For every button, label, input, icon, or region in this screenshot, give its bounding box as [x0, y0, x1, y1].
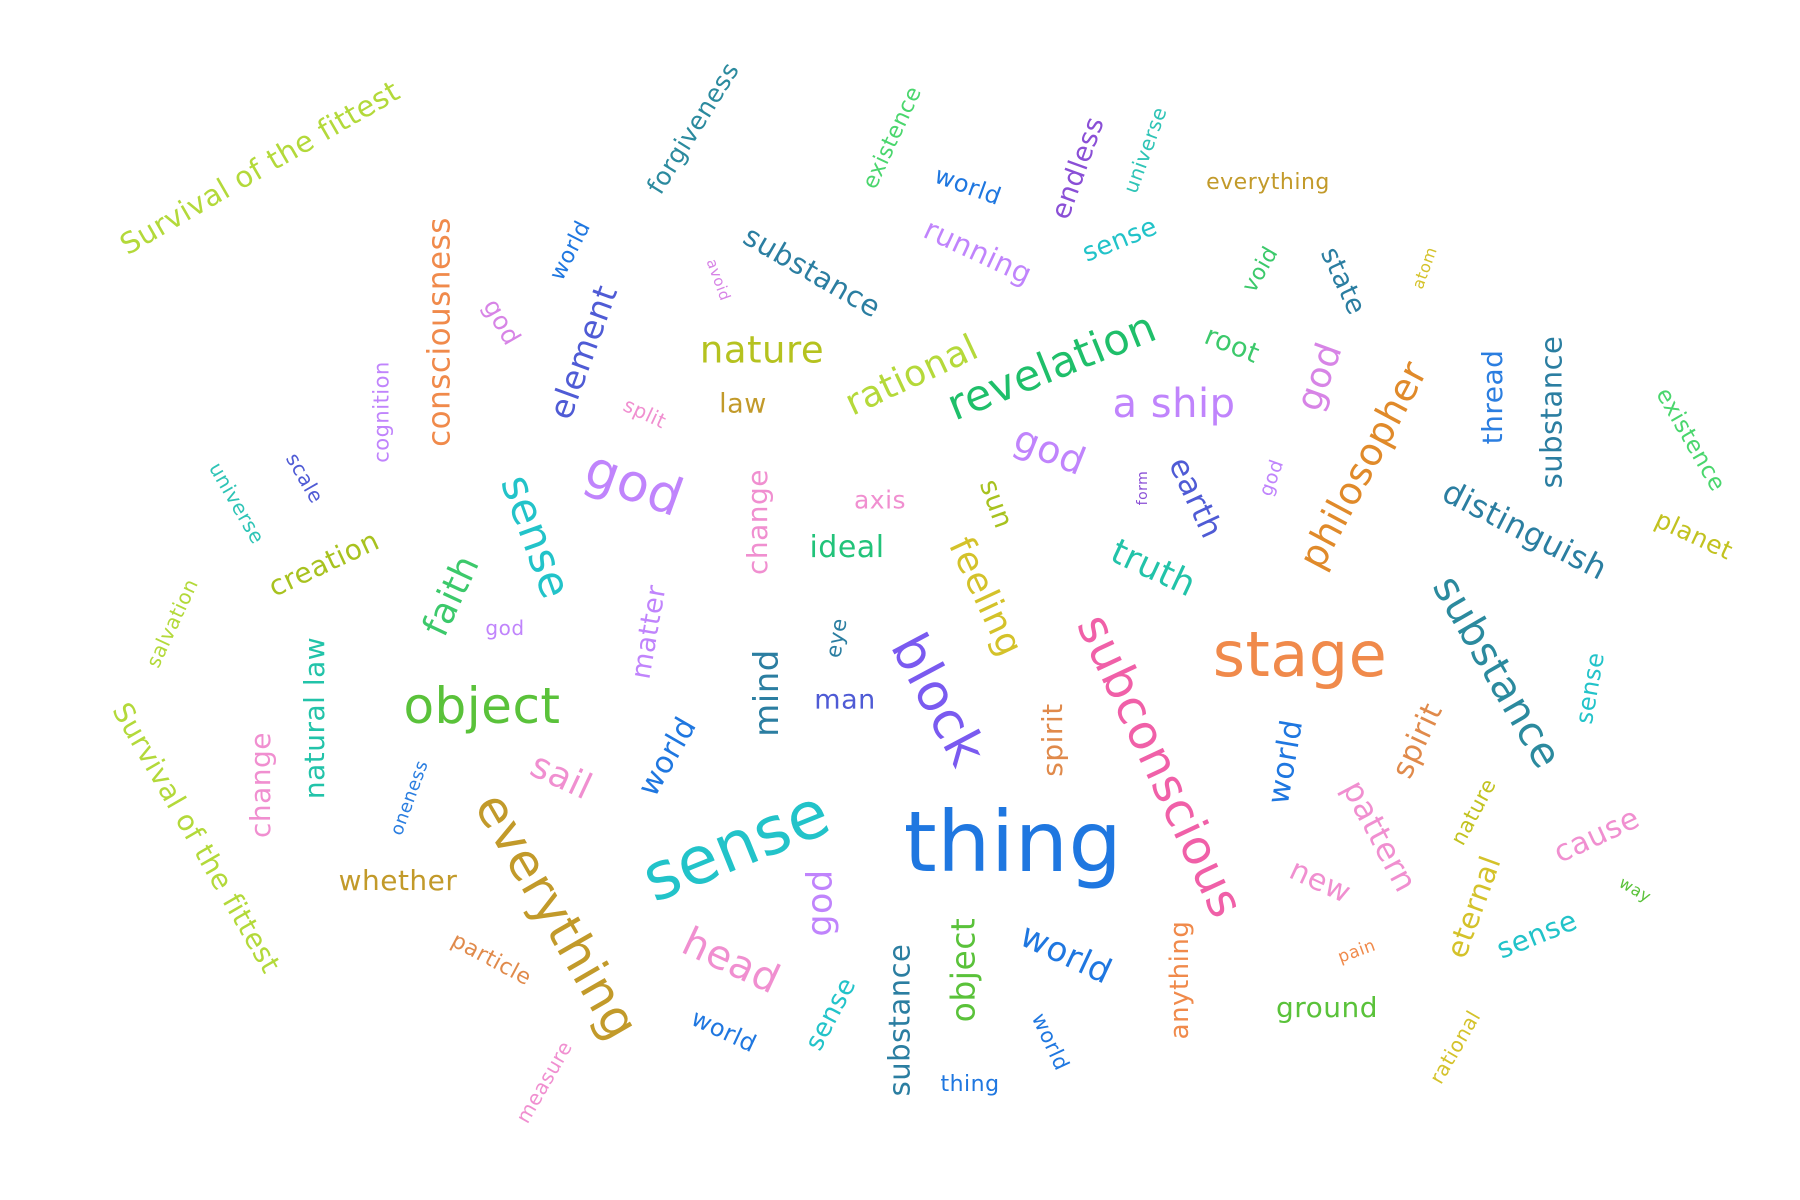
word: god: [477, 293, 527, 351]
word: world: [545, 216, 597, 285]
word: creation: [263, 523, 385, 604]
word: split: [619, 392, 671, 434]
word: nature: [1446, 774, 1502, 850]
word: consciousness: [421, 217, 458, 447]
word: thing: [940, 1072, 1000, 1097]
word: change: [741, 468, 774, 576]
word: world: [1026, 1009, 1075, 1075]
word: particle: [446, 928, 536, 992]
word: cause: [1548, 800, 1646, 871]
word: head: [675, 918, 787, 1004]
word: natural law: [298, 636, 331, 800]
word: object: [403, 677, 561, 735]
word: eye: [821, 616, 852, 660]
word: forgiveness: [641, 56, 745, 200]
word: measure: [510, 1036, 578, 1128]
word: cognition: [369, 361, 394, 463]
word: atom: [1408, 244, 1441, 292]
word: oneness: [386, 757, 433, 839]
word: nature: [699, 328, 825, 372]
word: sun: [972, 475, 1020, 533]
word: existence: [857, 82, 928, 193]
word: anything: [1165, 920, 1195, 1040]
word: endless: [1045, 112, 1111, 224]
word: spirit: [1036, 703, 1069, 777]
word: universe: [1118, 103, 1172, 197]
word: feeling: [940, 530, 1031, 663]
word: matter: [625, 582, 673, 682]
word: substance: [1534, 335, 1569, 489]
word: world: [1013, 915, 1119, 993]
word: way: [1615, 872, 1655, 907]
word: a ship: [1112, 381, 1236, 427]
word: god: [800, 869, 841, 937]
word: spirit: [1385, 697, 1450, 784]
word: sail: [524, 744, 599, 809]
word: earth: [1161, 451, 1230, 544]
word: god: [1288, 337, 1351, 417]
word: faith: [415, 548, 488, 643]
word: axis: [853, 485, 907, 515]
word: void: [1237, 242, 1284, 298]
word: mind: [747, 649, 787, 737]
word: sense: [1491, 903, 1582, 966]
word: thread: [1476, 349, 1509, 445]
word: object: [943, 917, 983, 1023]
word: everything: [463, 782, 651, 1050]
word: universe: [204, 458, 270, 548]
word: root: [1200, 320, 1264, 370]
word: running: [918, 211, 1038, 292]
word: block: [878, 623, 998, 777]
word: god: [1007, 415, 1093, 485]
word: sense: [1569, 649, 1611, 727]
word: world: [930, 161, 1006, 211]
word: sense: [490, 468, 581, 606]
word: world: [1260, 716, 1311, 807]
word: existence: [1650, 383, 1731, 496]
word: law: [719, 388, 767, 420]
word: scale: [281, 448, 329, 508]
word: god: [1254, 456, 1289, 500]
word: Survival of the fittest: [114, 73, 406, 262]
word: state: [1313, 242, 1373, 320]
word: planet: [1650, 504, 1738, 566]
word: thing: [903, 793, 1123, 891]
word: everything: [1206, 170, 1330, 195]
word: change: [244, 731, 277, 839]
word: stage: [1212, 618, 1388, 691]
word: god: [485, 616, 525, 640]
word: avoid: [702, 256, 735, 304]
word: god: [577, 438, 691, 530]
word: new: [1284, 852, 1357, 911]
word: element: [540, 279, 626, 425]
word: rational: [1424, 1006, 1486, 1088]
word: man: [814, 684, 876, 716]
word: ideal: [809, 530, 885, 565]
word: salvation: [141, 574, 203, 672]
word: world: [631, 711, 704, 803]
word: sense: [1078, 211, 1162, 269]
word: substance: [1423, 567, 1572, 777]
word: sense: [799, 972, 863, 1056]
word: world: [686, 1003, 762, 1059]
word: ground: [1275, 991, 1379, 1024]
word: whether: [338, 864, 458, 897]
word: substance: [882, 943, 917, 1097]
word: pain: [1335, 935, 1379, 968]
word: form: [1135, 470, 1151, 506]
word: substance: [737, 218, 887, 325]
word: truth: [1104, 531, 1202, 606]
